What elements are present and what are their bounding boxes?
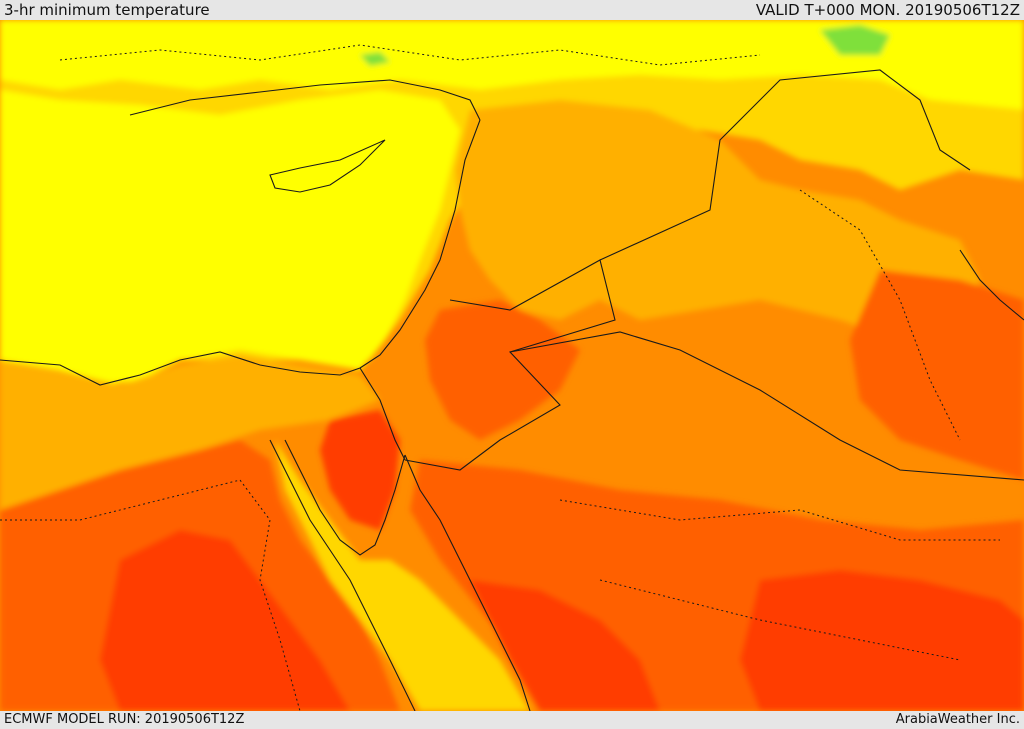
coastline-arabia-red-sea	[404, 454, 531, 711]
zone-red-sea	[275, 440, 530, 711]
province-lines-iraq	[799, 189, 961, 441]
zone-cold-patch-east	[820, 25, 890, 55]
map-footer: ECMWF MODEL RUN: 20190506T12Z ArabiaWeat…	[0, 711, 1024, 729]
coastline-cyprus	[269, 139, 386, 193]
coastline-egypt-north	[0, 351, 361, 386]
coastline-turkey-south	[129, 79, 481, 121]
map-header: 3-hr minimum temperature VALID T+000 MON…	[0, 0, 1024, 20]
zone-north-yellow	[0, 20, 1024, 110]
province-lines-saudi	[559, 499, 1000, 541]
coastline-sinai-east	[284, 439, 406, 556]
zone-cold-patch-west	[360, 52, 390, 66]
coastline-persian-gulf	[959, 249, 1024, 321]
border-jordan	[404, 259, 616, 471]
zone-mediterranean-sea	[0, 90, 460, 385]
map-title: 3-hr minimum temperature	[4, 1, 210, 19]
zone-sinai-red	[320, 410, 400, 530]
zone-arabia-red	[740, 570, 1024, 711]
border-egypt-israel	[359, 367, 406, 461]
model-run-label: ECMWF MODEL RUN: 20190506T12Z	[4, 712, 245, 727]
border-iraq-saudi	[509, 331, 1024, 481]
temperature-map[interactable]	[0, 20, 1024, 711]
coastline-gulf-of-suez	[269, 439, 416, 711]
border-syria-iraq	[599, 69, 971, 261]
province-lines-saudi-south	[599, 579, 961, 661]
zone-jordan-dark-orange	[425, 300, 580, 440]
zone-egypt-light-orange	[0, 355, 380, 510]
zone-levant-light-orange	[455, 100, 980, 340]
zone-hejaz-red	[470, 580, 660, 711]
valid-time-label: VALID T+000 MON. 20190506T12Z	[755, 1, 1020, 19]
credit-label: ArabiaWeather Inc.	[895, 712, 1020, 727]
zone-iraq-dark-orange	[850, 270, 1024, 480]
temperature-map-canvas	[0, 20, 1024, 711]
coastline-levant	[359, 119, 481, 369]
